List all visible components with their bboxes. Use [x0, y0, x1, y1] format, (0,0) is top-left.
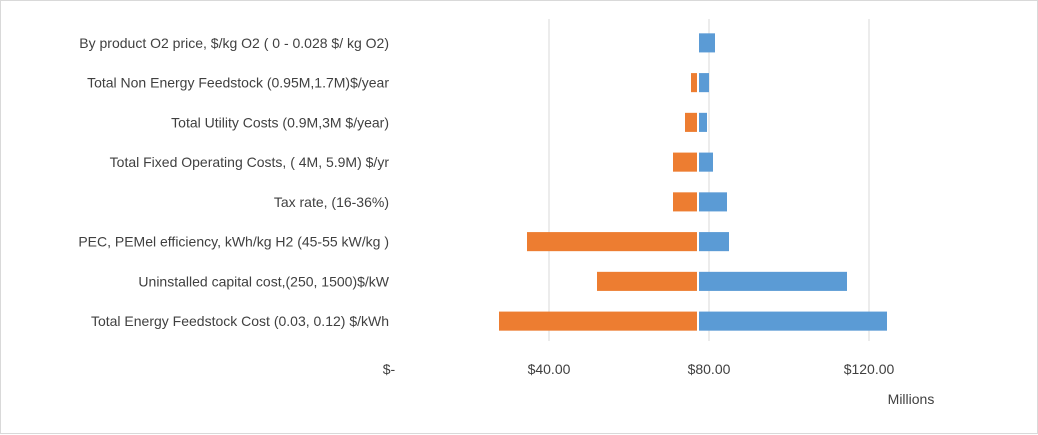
bar-s0-c6	[597, 271, 697, 291]
bar-s1-c5	[697, 232, 729, 252]
bars	[499, 29, 887, 335]
category-label-7: Total Energy Feedstock Cost (0.03, 0.12)…	[91, 313, 389, 329]
category-labels: By product O2 price, $/kg O2 ( 0 - 0.028…	[78, 35, 389, 329]
x-axis: $- $40.00 $80.00 $120.00	[383, 361, 895, 377]
x-tick-label-1: $40.00	[528, 361, 571, 377]
gridlines	[548, 19, 870, 341]
bar-s1-c4	[697, 192, 727, 212]
bar-s0-c4	[673, 192, 697, 212]
bar-s0-c5	[527, 232, 697, 252]
x-tick-label-3: $120.00	[844, 361, 895, 377]
x-axis-unit-label: Millions	[888, 391, 935, 407]
category-label-1: Total Non Energy Feedstock (0.95M,1.7M)$…	[87, 75, 389, 91]
bar-s0-c2	[685, 112, 697, 132]
category-label-4: Tax rate, (16-36%)	[274, 194, 389, 210]
category-label-6: Uninstalled capital cost,(250, 1500)$/kW	[138, 273, 389, 289]
category-label-5: PEC, PEMel efficiency, kWh/kg H2 (45-55 …	[78, 234, 389, 250]
bar-s1-c0	[697, 33, 715, 53]
x-tick-label-0: $-	[383, 361, 396, 377]
bar-s1-c6	[697, 271, 847, 291]
x-tick-label-2: $80.00	[688, 361, 731, 377]
bar-s1-c3	[697, 152, 713, 172]
bar-s0-c1	[691, 73, 697, 93]
bar-s0-c3	[673, 152, 697, 172]
bar-s1-c2	[697, 112, 707, 132]
bar-s1-c1	[697, 73, 709, 93]
bar-s1-c7	[697, 311, 887, 331]
bar-s0-c7	[499, 311, 697, 331]
category-label-2: Total Utility Costs (0.9M,3M $/year)	[171, 114, 389, 130]
category-label-0: By product O2 price, $/kg O2 ( 0 - 0.028…	[79, 35, 389, 51]
category-label-3: Total Fixed Operating Costs, ( 4M, 5.9M)…	[110, 154, 390, 170]
